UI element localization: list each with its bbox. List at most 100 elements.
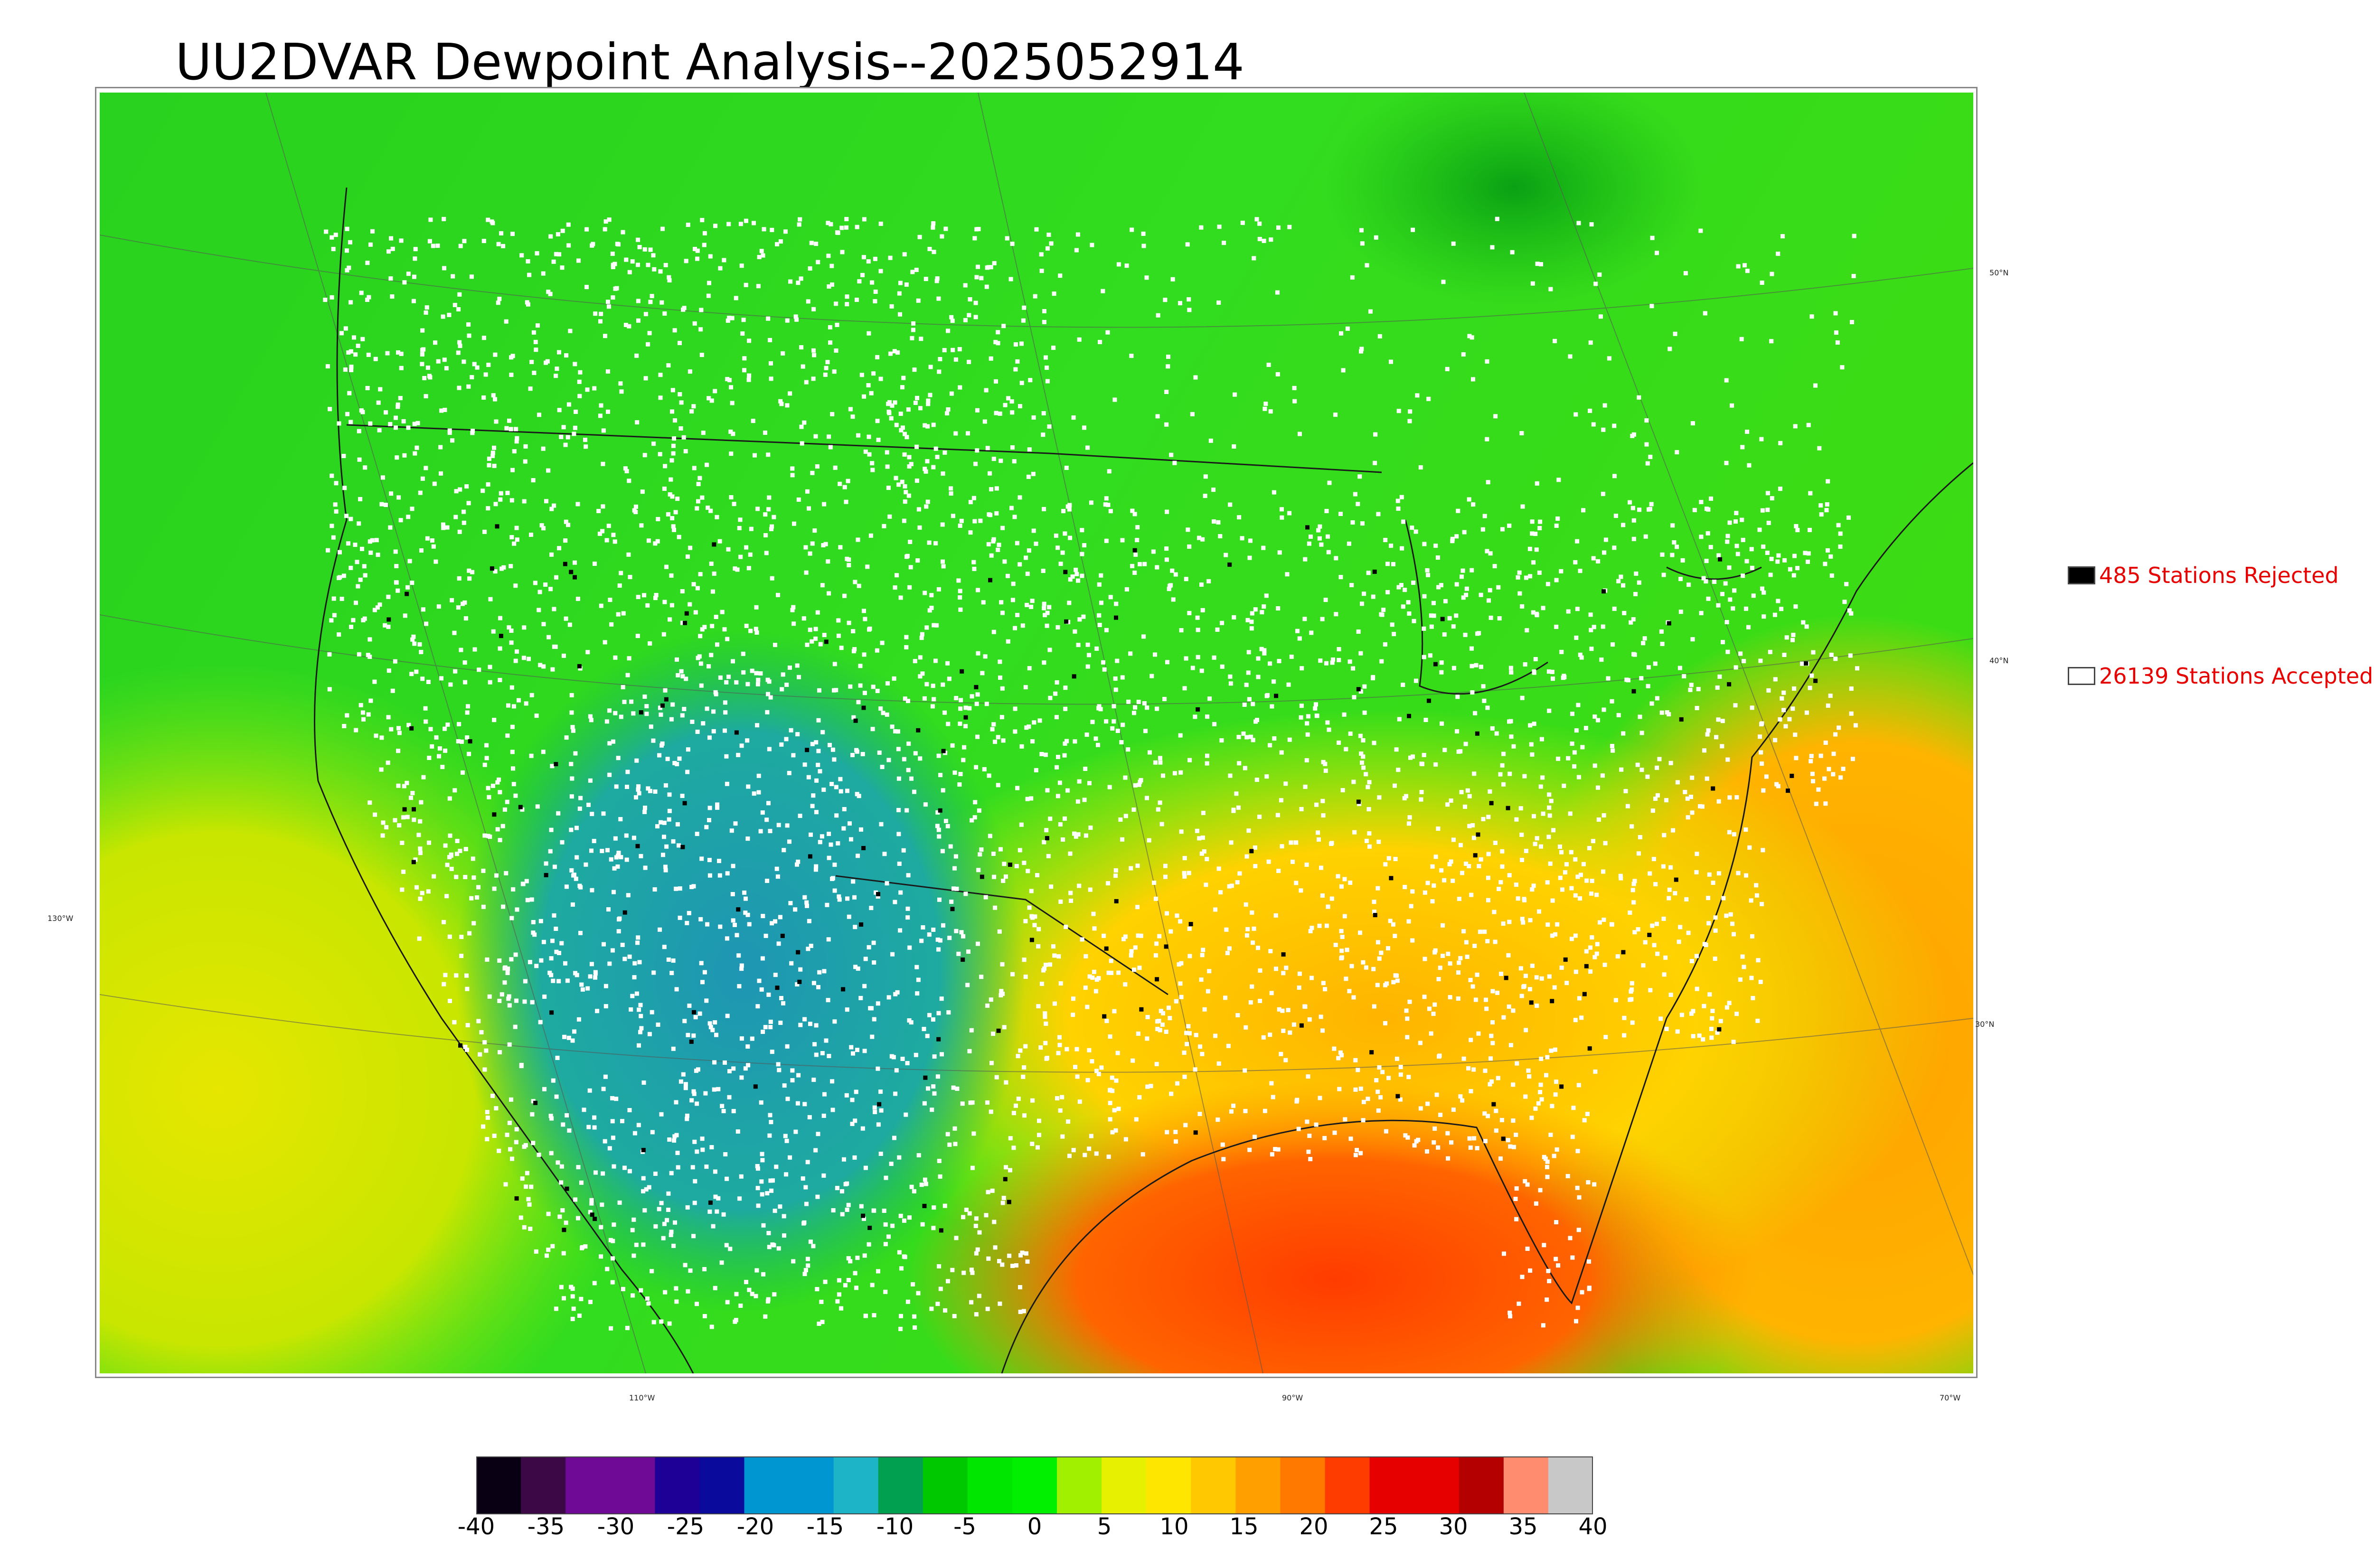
accepted-station-marker: [734, 1292, 739, 1296]
accepted-station-marker: [600, 529, 605, 534]
accepted-station-marker: [725, 871, 730, 876]
accepted-station-marker: [878, 1089, 883, 1094]
accepted-station-marker: [1556, 478, 1561, 482]
accepted-station-marker: [1459, 843, 1463, 847]
accepted-station-marker: [1071, 996, 1075, 1001]
accepted-station-marker: [358, 577, 363, 582]
accepted-station-marker: [390, 688, 395, 693]
accepted-station-marker: [1654, 921, 1659, 926]
accepted-station-marker: [532, 932, 537, 937]
accepted-station-marker: [533, 339, 538, 344]
accepted-station-marker: [721, 1109, 726, 1113]
accepted-station-marker: [812, 528, 817, 533]
accepted-station-marker: [554, 1306, 558, 1311]
accepted-station-marker: [1246, 670, 1251, 675]
accepted-station-marker: [1240, 220, 1245, 225]
accepted-station-marker: [814, 1052, 819, 1057]
accepted-station-marker: [1811, 650, 1816, 655]
accepted-station-marker: [678, 886, 682, 891]
accepted-station-marker: [1075, 1074, 1080, 1079]
accepted-station-marker: [1220, 620, 1225, 625]
accepted-station-marker: [1123, 814, 1128, 818]
accepted-station-marker: [748, 552, 753, 557]
accepted-station-marker: [1353, 1087, 1358, 1092]
accepted-station-marker: [1426, 573, 1431, 577]
colorbar-segment: [1057, 1456, 1102, 1514]
accepted-station-marker: [903, 484, 907, 488]
accepted-station-marker: [1205, 753, 1209, 758]
accepted-station-marker: [1067, 601, 1072, 605]
accepted-station-marker: [1508, 719, 1513, 723]
accepted-station-marker: [669, 477, 673, 482]
accepted-station-marker: [816, 260, 820, 264]
accepted-station-marker: [941, 559, 945, 564]
accepted-station-marker: [1530, 887, 1535, 892]
accepted-station-marker: [1022, 305, 1027, 310]
accepted-station-marker: [1686, 930, 1691, 935]
accepted-station-marker: [702, 1314, 707, 1318]
accepted-station-marker: [701, 721, 706, 726]
accepted-station-marker: [1793, 604, 1798, 609]
accepted-station-marker: [1526, 1068, 1531, 1073]
accepted-station-marker: [814, 810, 819, 815]
accepted-station-marker: [630, 259, 635, 264]
accepted-station-marker: [531, 478, 536, 483]
accepted-station-marker: [1283, 781, 1288, 786]
accepted-station-marker: [949, 491, 953, 496]
accepted-station-marker: [768, 1025, 773, 1030]
accepted-station-marker: [1319, 865, 1323, 870]
accepted-station-marker: [1199, 977, 1204, 982]
accepted-station-marker: [442, 266, 446, 271]
accepted-station-marker: [1447, 616, 1452, 620]
accepted-station-marker: [1629, 989, 1633, 994]
accepted-station-marker: [913, 751, 918, 756]
accepted-station-marker: [692, 321, 697, 326]
accepted-station-marker: [973, 461, 978, 466]
accepted-station-marker: [1630, 824, 1634, 829]
accepted-station-marker: [921, 925, 925, 930]
accepted-station-marker: [654, 593, 659, 597]
accepted-station-marker: [692, 466, 697, 470]
accepted-station-marker: [1561, 676, 1565, 680]
accepted-station-marker: [373, 357, 378, 361]
accepted-station-marker: [602, 942, 606, 947]
accepted-station-marker: [502, 807, 507, 812]
accepted-station-marker: [689, 1098, 694, 1103]
accepted-station-marker: [999, 993, 1003, 997]
accepted-station-marker: [1479, 665, 1483, 669]
accepted-station-marker: [844, 217, 849, 221]
accepted-station-marker: [1372, 910, 1376, 914]
accepted-station-marker: [652, 887, 657, 892]
accepted-station-marker: [1058, 899, 1063, 904]
accepted-station-marker: [1587, 1286, 1592, 1291]
accepted-station-marker: [610, 1280, 615, 1285]
accepted-station-marker: [1804, 624, 1809, 629]
accepted-station-marker: [647, 1032, 652, 1036]
accepted-station-marker: [1551, 828, 1556, 833]
accepted-station-marker: [1496, 1076, 1500, 1080]
accepted-station-marker: [592, 1281, 597, 1286]
accepted-station-marker: [1166, 1005, 1171, 1010]
accepted-station-marker: [624, 833, 629, 838]
rejected-station-marker: [562, 1228, 566, 1232]
legend-accepted: 26139 Stations Accepted: [2068, 663, 2373, 689]
accepted-station-marker: [593, 562, 597, 566]
accepted-station-marker: [875, 355, 880, 359]
accepted-station-marker: [1154, 941, 1159, 946]
accepted-station-marker: [832, 369, 837, 374]
rejected-station-marker: [1003, 1177, 1008, 1182]
accepted-station-marker: [739, 743, 744, 748]
accepted-station-marker: [1337, 647, 1341, 651]
accepted-station-marker: [868, 533, 873, 538]
accepted-station-marker: [528, 960, 532, 965]
accepted-station-marker: [522, 999, 527, 1004]
accepted-station-marker: [950, 319, 955, 323]
accepted-station-marker: [603, 1074, 608, 1079]
accepted-station-marker: [411, 299, 416, 303]
accepted-station-marker: [822, 969, 827, 974]
accepted-station-marker: [796, 859, 801, 864]
accepted-station-marker: [1721, 896, 1726, 901]
accepted-station-marker: [795, 862, 799, 867]
accepted-station-marker: [1682, 674, 1686, 678]
accepted-station-marker: [1545, 1164, 1549, 1169]
